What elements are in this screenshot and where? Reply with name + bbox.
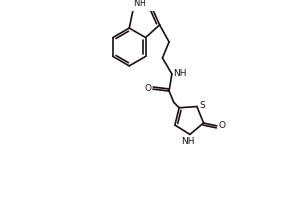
Text: O: O xyxy=(145,84,152,93)
Text: O: O xyxy=(218,121,225,130)
Text: S: S xyxy=(200,101,206,110)
Text: NH: NH xyxy=(181,137,195,146)
Text: N: N xyxy=(133,0,139,8)
Text: H: H xyxy=(139,0,145,8)
Text: NH: NH xyxy=(173,69,186,78)
